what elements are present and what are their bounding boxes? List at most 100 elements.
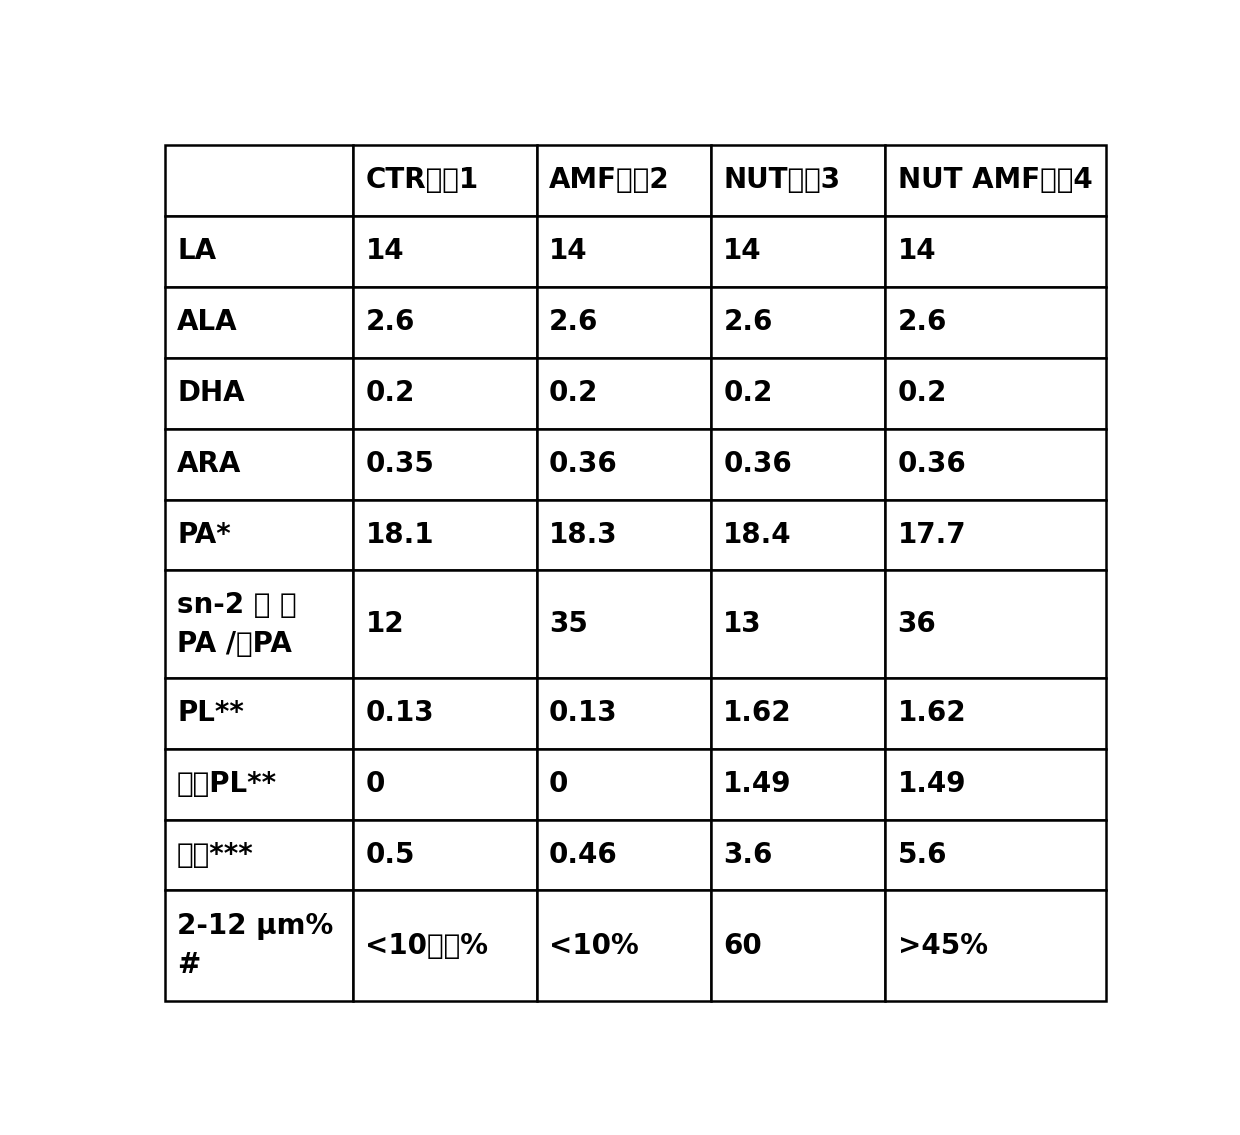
Text: 5.6: 5.6 [898, 841, 947, 869]
Bar [885, 678, 1106, 749]
Text: <10重量%: <10重量% [366, 932, 489, 960]
Bar [885, 499, 1106, 571]
Text: 1.49: 1.49 [723, 771, 792, 798]
Text: 0.46: 0.46 [549, 841, 618, 869]
Text: 35: 35 [549, 611, 588, 638]
Text: 36: 36 [898, 611, 936, 638]
Bar [165, 891, 353, 1001]
Bar [711, 358, 885, 429]
Bar [711, 429, 885, 499]
Bar [353, 216, 537, 287]
Text: 2.6: 2.6 [898, 309, 947, 336]
Bar [711, 891, 885, 1001]
Text: 14: 14 [898, 237, 936, 266]
Text: ARA: ARA [177, 451, 242, 478]
Text: 1.49: 1.49 [898, 771, 966, 798]
Bar [165, 499, 353, 571]
Bar [711, 749, 885, 819]
Text: PA*: PA* [177, 521, 231, 549]
Bar [165, 678, 353, 749]
Bar [885, 287, 1106, 358]
Text: 3.6: 3.6 [723, 841, 773, 869]
Text: AMF膳食2: AMF膳食2 [549, 167, 670, 194]
Bar [353, 571, 537, 678]
Text: DHA: DHA [177, 379, 244, 407]
Bar [165, 145, 353, 216]
Text: 18.1: 18.1 [366, 521, 434, 549]
Bar [353, 429, 537, 499]
Text: NUT AMF膳食4: NUT AMF膳食4 [898, 167, 1092, 194]
Bar [353, 819, 537, 891]
Text: 14: 14 [549, 237, 588, 266]
Bar [537, 145, 711, 216]
Text: 18.3: 18.3 [549, 521, 618, 549]
Text: 0.36: 0.36 [898, 451, 966, 478]
Bar [537, 216, 711, 287]
Bar [711, 819, 885, 891]
Bar [711, 678, 885, 749]
Text: 乳源PL**: 乳源PL** [177, 771, 278, 798]
Text: ALA: ALA [177, 309, 238, 336]
Bar [537, 571, 711, 678]
Bar [353, 499, 537, 571]
Bar [885, 891, 1106, 1001]
Text: 0.2: 0.2 [898, 379, 947, 407]
Bar [537, 678, 711, 749]
Bar [711, 216, 885, 287]
Bar [711, 145, 885, 216]
Text: 1.62: 1.62 [898, 699, 966, 728]
Bar [537, 287, 711, 358]
Bar [165, 429, 353, 499]
Text: 0.2: 0.2 [723, 379, 773, 407]
Text: 0.2: 0.2 [366, 379, 415, 407]
Text: 0.13: 0.13 [366, 699, 434, 728]
Bar [353, 358, 537, 429]
Bar [537, 429, 711, 499]
Bar [165, 216, 353, 287]
Bar [165, 287, 353, 358]
Text: 0.36: 0.36 [549, 451, 618, 478]
Text: 0.5: 0.5 [366, 841, 415, 869]
Text: 0.36: 0.36 [723, 451, 792, 478]
Bar [885, 216, 1106, 287]
Bar [885, 571, 1106, 678]
Bar [353, 145, 537, 216]
Bar [165, 571, 353, 678]
Bar [711, 499, 885, 571]
Text: 13: 13 [723, 611, 761, 638]
Bar [353, 891, 537, 1001]
Bar [537, 891, 711, 1001]
Text: 2.6: 2.6 [723, 309, 773, 336]
Text: 17.7: 17.7 [898, 521, 966, 549]
Text: 0.2: 0.2 [549, 379, 599, 407]
Text: NUT膳食3: NUT膳食3 [723, 167, 841, 194]
Text: PL**: PL** [177, 699, 244, 728]
Bar [165, 358, 353, 429]
Text: 0.35: 0.35 [366, 451, 434, 478]
Text: 18.4: 18.4 [723, 521, 792, 549]
Text: 0: 0 [366, 771, 384, 798]
Text: >45%: >45% [898, 932, 987, 960]
Bar [353, 749, 537, 819]
Text: 2.6: 2.6 [549, 309, 599, 336]
Text: sn-2 上 的
PA /总PA: sn-2 上 的 PA /总PA [177, 590, 296, 657]
Bar [537, 819, 711, 891]
Text: CTR膳食1: CTR膳食1 [366, 167, 479, 194]
Bar [537, 499, 711, 571]
Bar [353, 287, 537, 358]
Text: <10%: <10% [549, 932, 639, 960]
Bar [885, 749, 1106, 819]
Bar [165, 819, 353, 891]
Bar [711, 287, 885, 358]
Bar [885, 145, 1106, 216]
Text: 60: 60 [723, 932, 763, 960]
Text: 尺寸***: 尺寸*** [177, 841, 254, 869]
Bar [165, 749, 353, 819]
Bar [537, 358, 711, 429]
Text: 1.62: 1.62 [723, 699, 792, 728]
Bar [885, 429, 1106, 499]
Text: 0.13: 0.13 [549, 699, 618, 728]
Text: 0: 0 [549, 771, 568, 798]
Text: 12: 12 [366, 611, 404, 638]
Bar [885, 358, 1106, 429]
